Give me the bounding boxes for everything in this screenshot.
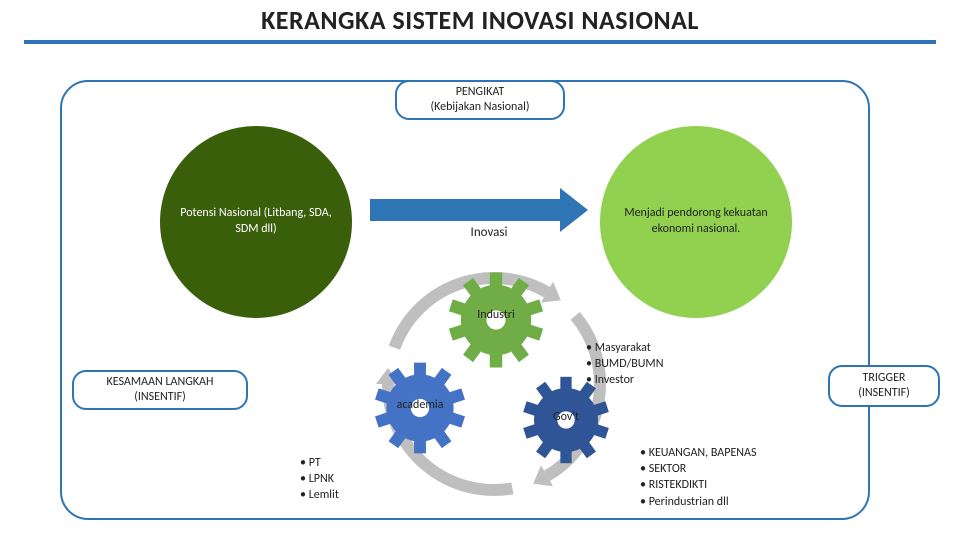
list-item: Masyarakat <box>586 340 663 356</box>
gear-academia-label: academia <box>380 398 460 412</box>
list-item: Lemlit <box>300 487 339 503</box>
list-item: BUMD/BUMN <box>586 356 663 372</box>
list-item: KEUANGAN, BAPENAS <box>640 445 757 461</box>
gear-industri-label: Industri <box>456 308 536 322</box>
list-item: RISTEKDIKTI <box>640 477 757 493</box>
list-item: SEKTOR <box>640 461 757 477</box>
list-item: PT <box>300 455 339 471</box>
list-item: Investor <box>586 372 663 388</box>
list-academia: PTLPNKLemlit <box>300 455 339 504</box>
gear-cycle <box>0 0 960 540</box>
gear-govt-label: Gov't <box>526 410 606 424</box>
list-item: Perindustrian dll <box>640 494 757 510</box>
list-item: LPNK <box>300 471 339 487</box>
list-govt: KEUANGAN, BAPENASSEKTORRISTEKDIKTIPerind… <box>640 445 757 510</box>
list-industri: MasyarakatBUMD/BUMNInvestor <box>586 340 663 389</box>
